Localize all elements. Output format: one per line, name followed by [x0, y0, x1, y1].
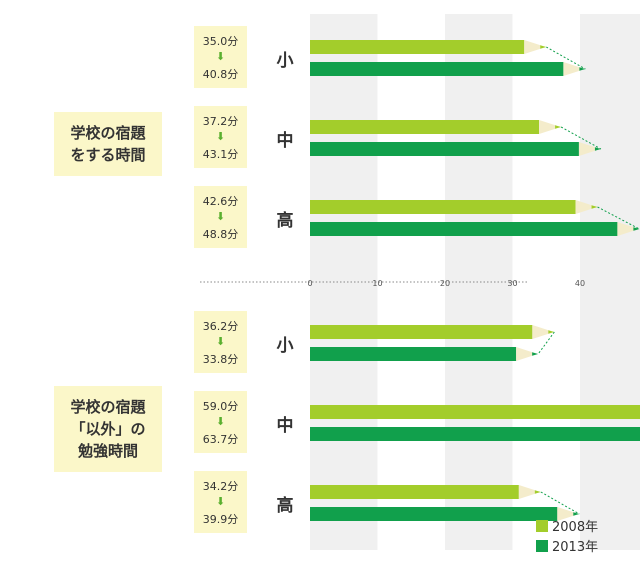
pencil-lead [532, 352, 539, 356]
value-box: 36.2分 ⬇ 33.8分 [194, 311, 247, 373]
down-arrow-icon: ⬇ [215, 335, 226, 348]
pencil-body [310, 222, 618, 236]
section-label-line: 勉強時間 [77, 442, 138, 460]
value-2013: 39.9分 [202, 513, 239, 526]
level-label: 高 [276, 211, 294, 231]
legend-label: 2008年 [552, 520, 599, 535]
down-arrow-icon: ⬇ [215, 50, 226, 63]
pencil-wood [578, 142, 596, 156]
value-2013: 33.8分 [202, 353, 239, 366]
pencil-bar-2013 [310, 427, 640, 441]
pencil-bar-2013 [310, 142, 601, 156]
pencil-lead [540, 45, 547, 49]
pencil-lead [555, 125, 562, 129]
value-box: 35.0分 ⬇ 40.8分 [194, 26, 247, 88]
pencil-lead [573, 512, 580, 516]
pencil-bar-2013 [310, 507, 580, 521]
value-2008: 35.0分 [202, 35, 239, 48]
pencil-wood [518, 485, 536, 499]
pencil-lead [594, 147, 601, 151]
section-label: 学校の宿題をする時間 [54, 112, 162, 176]
pencil-lead [633, 227, 640, 231]
section-label-line: をする時間 [70, 146, 146, 164]
legend-swatch [536, 540, 548, 552]
pencil-wood [563, 62, 581, 76]
level-label: 中 [276, 416, 294, 436]
section-label: 学校の宿題「以外」の勉強時間 [54, 386, 162, 472]
pencil-lead [548, 330, 555, 334]
level-label: 小 [276, 51, 294, 71]
value-2008: 59.0分 [202, 400, 239, 413]
level-label: 中 [276, 131, 294, 151]
down-arrow-icon: ⬇ [215, 495, 226, 508]
pencil-bar-2013 [310, 222, 640, 236]
pencil-wood [532, 325, 550, 339]
value-box: 37.2分 ⬇ 43.1分 [194, 106, 247, 168]
value-2008: 36.2分 [202, 320, 239, 333]
pencil-body [310, 325, 533, 339]
value-2008: 34.2分 [202, 480, 239, 493]
pencil-body [310, 142, 579, 156]
pencil-bar-2008 [310, 405, 640, 419]
value-2013: 40.8分 [202, 68, 239, 81]
down-arrow-icon: ⬇ [215, 210, 226, 223]
pencil-body [310, 405, 640, 419]
value-2008: 37.2分 [202, 115, 239, 128]
value-box: 34.2分 ⬇ 39.9分 [194, 471, 247, 533]
value-box: 59.0分 ⬇ 63.7分 [194, 391, 247, 453]
pencil-wood [516, 347, 534, 361]
section-label-line: 「以外」の [70, 420, 146, 438]
pencil-wood [617, 222, 635, 236]
section-label-line: 学校の宿題 [70, 398, 146, 416]
legend-swatch [536, 520, 548, 532]
grid-band [580, 14, 640, 550]
pencil-body [310, 200, 576, 214]
pencil-bar-2013 [310, 347, 539, 361]
pencil-lead [579, 67, 586, 71]
pencil-lead [591, 205, 598, 209]
pencil-bar-2008 [310, 200, 598, 214]
pencil-body [310, 485, 519, 499]
value-2013: 48.8分 [202, 228, 239, 241]
value-2013: 43.1分 [202, 148, 239, 161]
pencil-wood [575, 200, 593, 214]
value-box: 42.6分 ⬇ 48.8分 [194, 186, 247, 248]
pencil-body [310, 120, 540, 134]
value-2013: 63.7分 [202, 433, 239, 446]
down-arrow-icon: ⬇ [215, 415, 226, 428]
tick-label: 30 [507, 279, 517, 288]
change-connector [560, 126, 602, 150]
legend-item: 2008年 [536, 516, 598, 535]
pencil-bar-2008 [310, 325, 555, 339]
level-label: 高 [276, 496, 294, 516]
value-2008: 42.6分 [202, 195, 239, 208]
pencil-bar-2008 [310, 40, 547, 54]
down-arrow-icon: ⬇ [215, 130, 226, 143]
pencil-bar-2008 [310, 120, 562, 134]
tick-label: 0 [307, 279, 312, 288]
pencil-body [310, 40, 525, 54]
pencil-bar-2008 [310, 485, 541, 499]
pencil-wood [557, 507, 575, 521]
pencil-bar-2013 [310, 62, 586, 76]
pencil-body [310, 507, 558, 521]
level-label: 小 [276, 336, 294, 356]
pencil-lead [534, 490, 541, 494]
legend-label: 2013年 [552, 540, 599, 555]
section-label-line: 学校の宿題 [70, 124, 146, 142]
pencil-wood [539, 120, 557, 134]
change-connector [537, 331, 555, 355]
pencil-body [310, 62, 564, 76]
pencil-wood [524, 40, 542, 54]
pencil-body [310, 347, 517, 361]
legend-item: 2013年 [536, 536, 598, 555]
tick-label: 10 [372, 279, 382, 288]
tick-label: 20 [440, 279, 450, 288]
tick-label: 40 [575, 279, 585, 288]
change-connector [546, 46, 586, 70]
change-connector [540, 491, 580, 515]
pencil-body [310, 427, 640, 441]
